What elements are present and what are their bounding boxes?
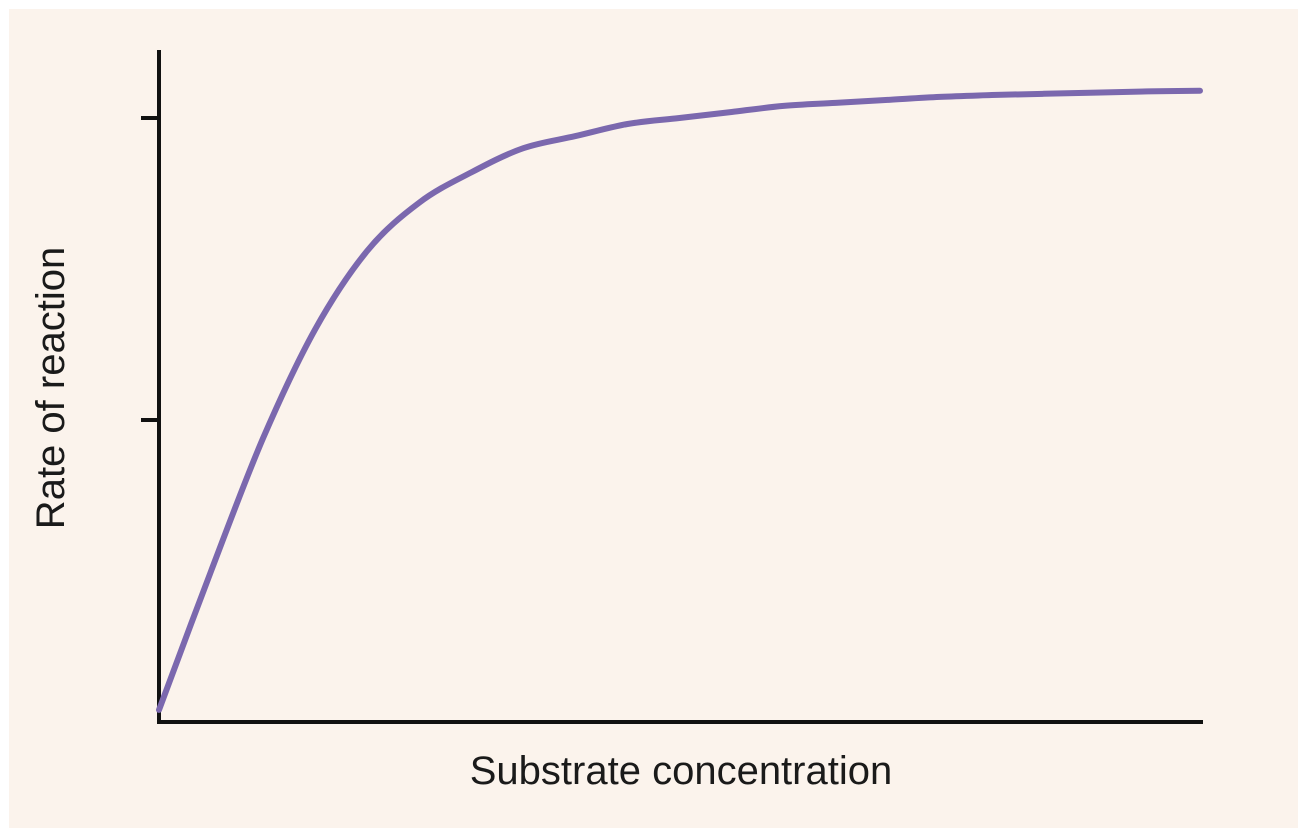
chart-background: [9, 9, 1298, 828]
y-axis-label: Rate of reaction: [29, 247, 73, 529]
x-axis-label: Substrate concentration: [470, 749, 892, 793]
y-ticks: [141, 116, 159, 422]
axes: [141, 50, 1203, 724]
series-line: [156, 87, 1203, 713]
